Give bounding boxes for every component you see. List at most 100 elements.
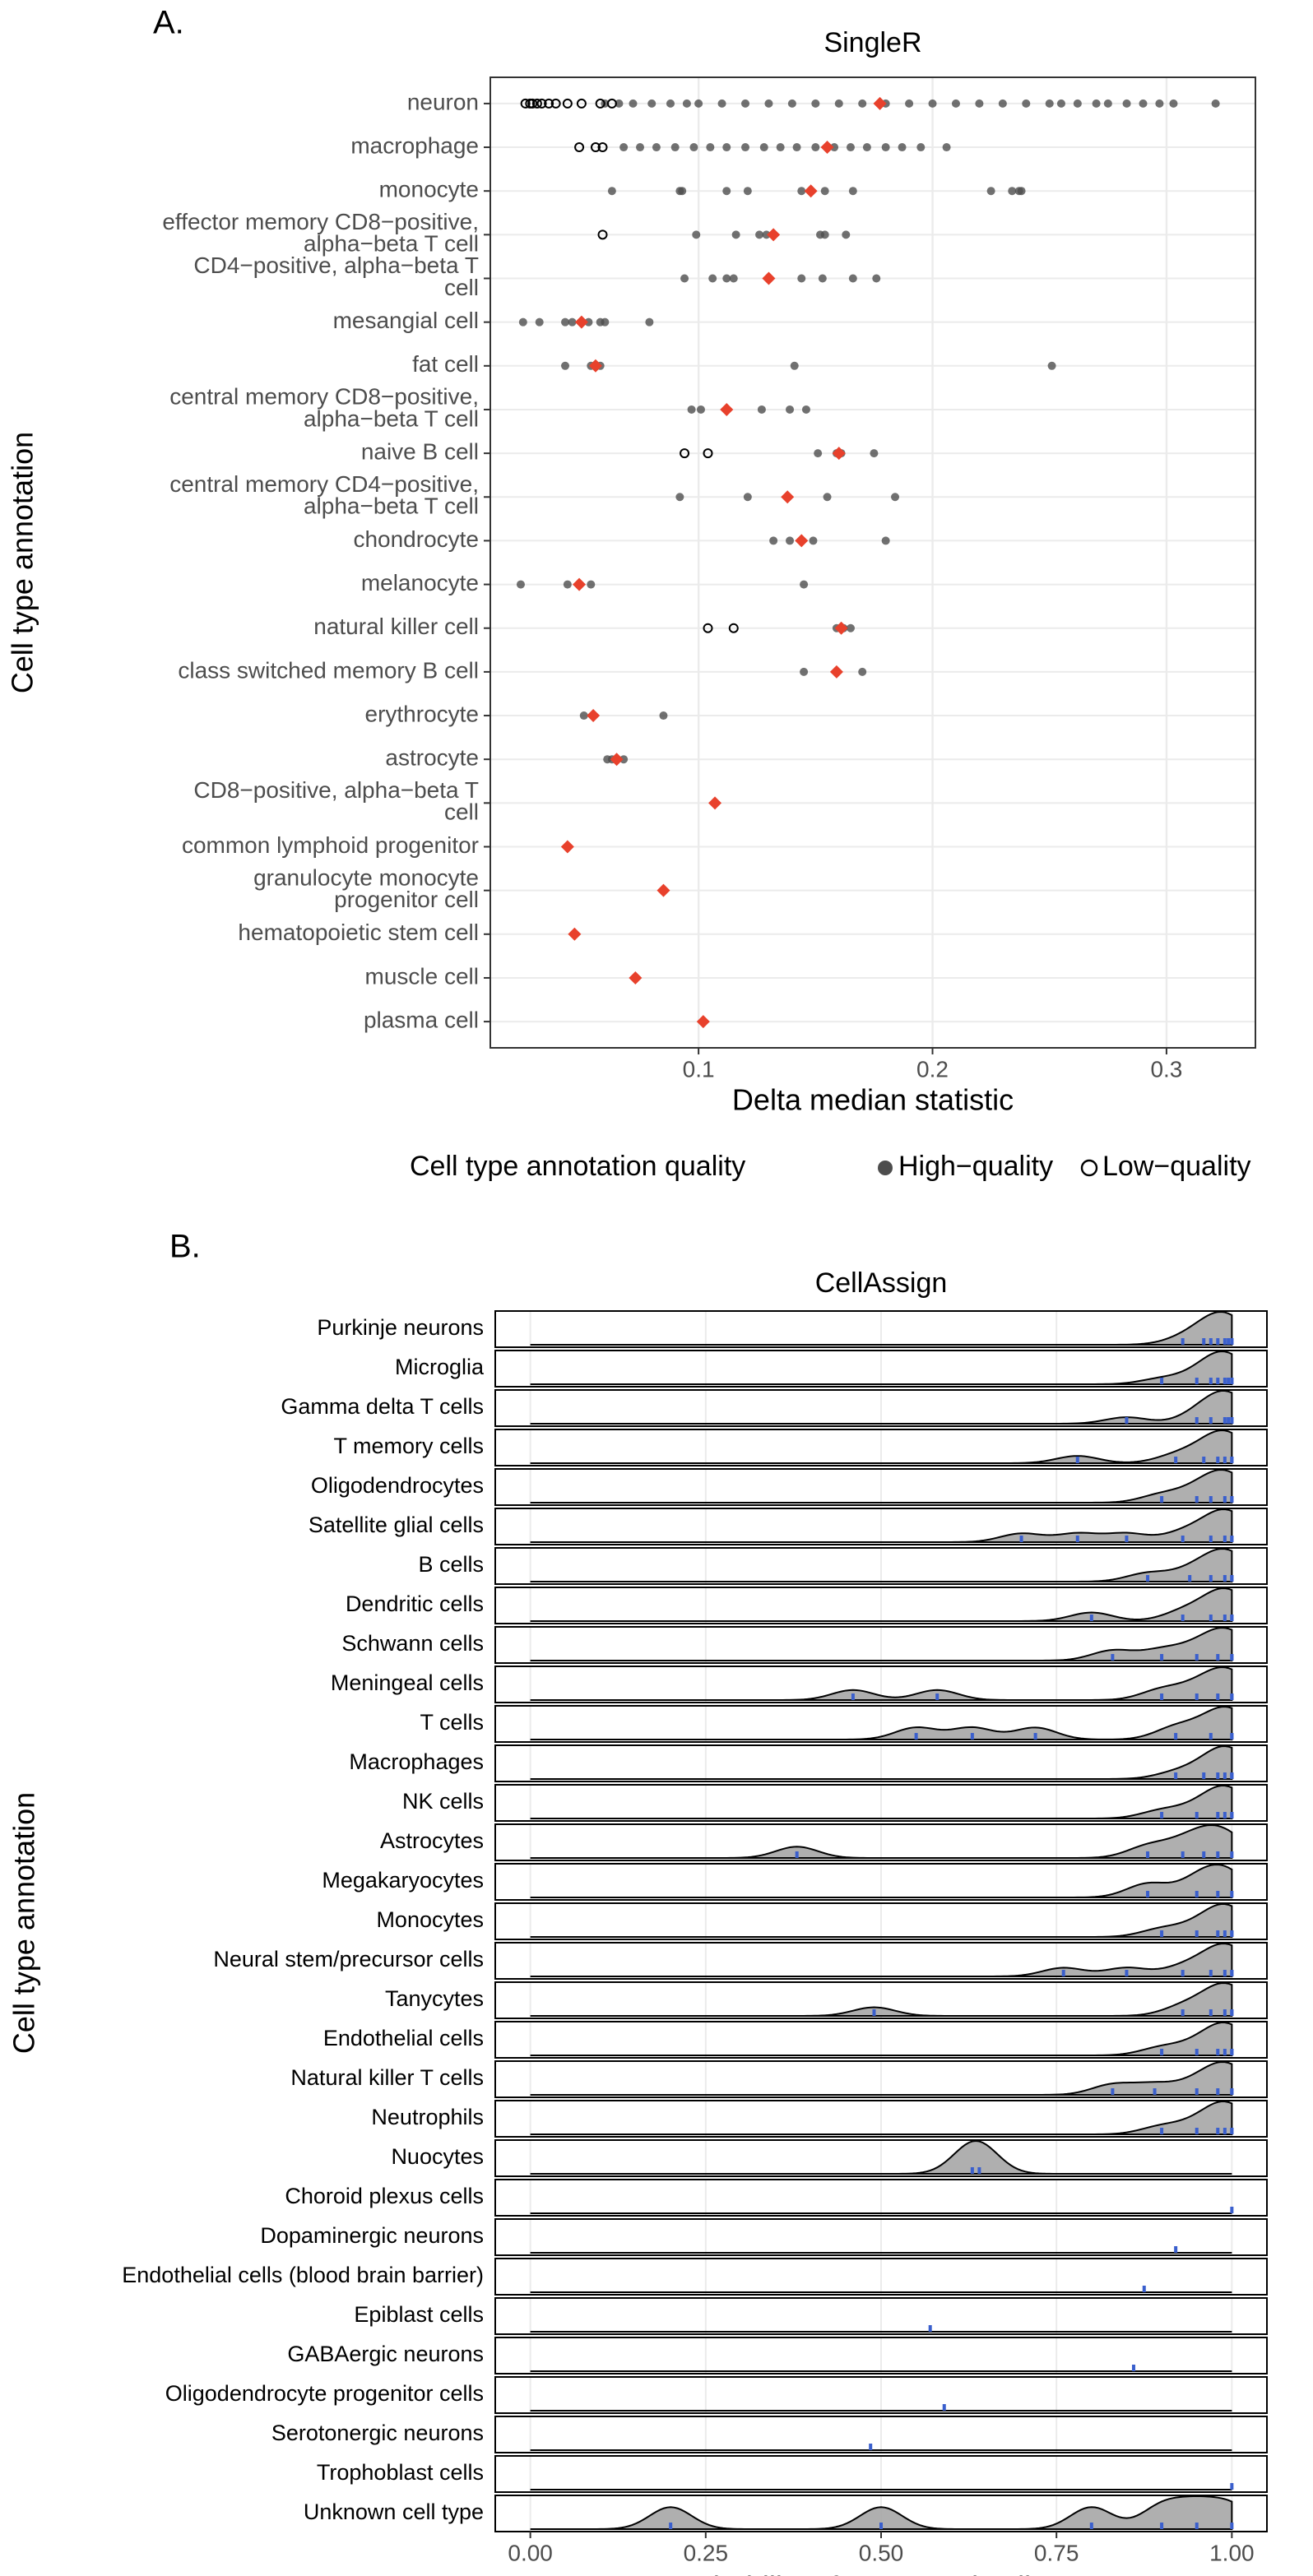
rug-tick <box>1223 1970 1227 1976</box>
high-quality-point <box>1092 99 1101 108</box>
rug-tick <box>970 1733 974 1740</box>
high-quality-point <box>629 99 638 108</box>
rug-tick <box>1195 1891 1199 1897</box>
x-tick-label: 0.75 <box>1034 2540 1079 2565</box>
density-ridge <box>530 1705 1233 1740</box>
rug-tick <box>942 2404 946 2411</box>
rug-tick <box>1223 1378 1227 1384</box>
ridge-border <box>494 2218 1268 2256</box>
rug-tick <box>1230 2207 1234 2213</box>
rug-tick <box>1131 2365 1135 2371</box>
rug-tick <box>1230 2088 1234 2095</box>
rug-tick <box>1181 1851 1185 1858</box>
y-tick-label: Megakaryocytes <box>322 1868 484 1893</box>
ridge-border <box>494 1942 1268 1980</box>
rug-tick <box>1223 1496 1227 1503</box>
ridge-border <box>494 1508 1268 1545</box>
rug-tick <box>1216 1930 1220 1937</box>
median-marker <box>656 883 670 897</box>
rug-tick <box>1209 1496 1213 1503</box>
rug-tick <box>1216 2088 1220 2095</box>
plot-border <box>489 76 1256 1049</box>
high-quality-point <box>1211 99 1220 108</box>
y-tick-label: Oligodendrocyte progenitor cells <box>165 2381 484 2406</box>
rug-tick <box>1146 1891 1150 1897</box>
rug-tick <box>1230 1654 1234 1661</box>
y-tick-label: Monocytes <box>376 1907 484 1932</box>
ridge-border <box>494 1587 1268 1624</box>
high-quality-point <box>975 99 984 108</box>
y-tick-label: Gamma delta T cells <box>281 1394 484 1419</box>
rug-tick <box>1195 2523 1199 2529</box>
high-quality-point <box>797 187 806 196</box>
high-quality-point <box>830 143 839 152</box>
rug-tick <box>879 2523 883 2529</box>
low-quality-point <box>703 448 713 459</box>
ridge-border <box>494 2376 1268 2414</box>
high-quality-point <box>619 755 629 764</box>
low-quality-point <box>536 98 547 109</box>
high-quality-point <box>800 580 809 589</box>
y-tick-label: Macrophages <box>349 1749 484 1774</box>
density-ridge <box>530 1823 1233 1859</box>
y-tick-label: fat cell <box>412 351 479 377</box>
ridge-border <box>494 1547 1268 1585</box>
high-quality-point <box>615 99 624 108</box>
density-ridge <box>530 1942 1233 1977</box>
density-ridge <box>530 2060 1233 2096</box>
y-axis-title: Cell type annotation <box>7 1792 41 2054</box>
rug-tick <box>1227 1417 1231 1424</box>
low-quality-point <box>531 98 542 109</box>
rug-tick <box>1216 1457 1220 1463</box>
rug-tick <box>1111 1654 1115 1661</box>
density-ridge <box>530 2139 1232 2175</box>
legend-title: Cell type annotation quality <box>410 1151 745 1182</box>
ridge-border <box>494 2258 1268 2296</box>
rug-tick <box>1223 1575 1227 1582</box>
high-quality-point <box>731 230 740 239</box>
rug-tick <box>1230 1891 1234 1897</box>
y-tick-label: hematopoietic stem cell <box>238 920 479 945</box>
median-marker <box>573 577 587 591</box>
high-quality-point <box>636 143 645 152</box>
high-quality-point <box>717 99 726 108</box>
rug-tick <box>1230 1378 1234 1384</box>
rug-tick <box>1230 1417 1234 1424</box>
high-quality-point <box>776 143 785 152</box>
x-tick-label: 0.2 <box>916 1056 949 1082</box>
high-quality-point <box>722 143 731 152</box>
rug-tick <box>1181 1536 1185 1542</box>
rug-tick <box>1195 2088 1199 2095</box>
y-tick-label: mesangial cell <box>333 308 479 333</box>
high-quality-point <box>741 99 749 108</box>
ridge-border <box>494 1666 1268 1703</box>
high-quality-point <box>678 187 687 196</box>
rug-tick <box>1223 1615 1227 1621</box>
rug-tick <box>1209 1970 1213 1976</box>
high-quality-point <box>1103 99 1112 108</box>
high-quality-point <box>696 405 705 414</box>
high-quality-point <box>764 99 773 108</box>
low-quality-point <box>606 98 617 109</box>
rug-tick <box>1160 2128 1164 2134</box>
high-quality-point <box>722 187 731 196</box>
rug-tick <box>1174 2246 1178 2253</box>
y-tick-label: Oligodendrocytes <box>311 1473 484 1498</box>
rug-tick <box>1174 1457 1178 1463</box>
density-ridge <box>530 1547 1233 1582</box>
high-quality-point <box>1122 99 1131 108</box>
y-tick-label: T memory cells <box>333 1434 484 1458</box>
high-quality-point <box>858 667 867 676</box>
rug-tick <box>1195 2049 1199 2055</box>
density-ridge <box>530 1863 1233 1898</box>
rug-tick <box>1216 2128 1220 2134</box>
median-marker <box>781 490 795 504</box>
rug-tick <box>1202 1338 1206 1345</box>
ridge-border <box>494 1626 1268 1664</box>
y-tick-label: granulocyte monocyte progenitor cell <box>253 865 479 913</box>
rug-tick <box>928 2325 932 2332</box>
x-tick-label: 0.00 <box>508 2540 553 2565</box>
median-marker <box>696 1015 710 1029</box>
legend-key <box>1080 1159 1098 1177</box>
